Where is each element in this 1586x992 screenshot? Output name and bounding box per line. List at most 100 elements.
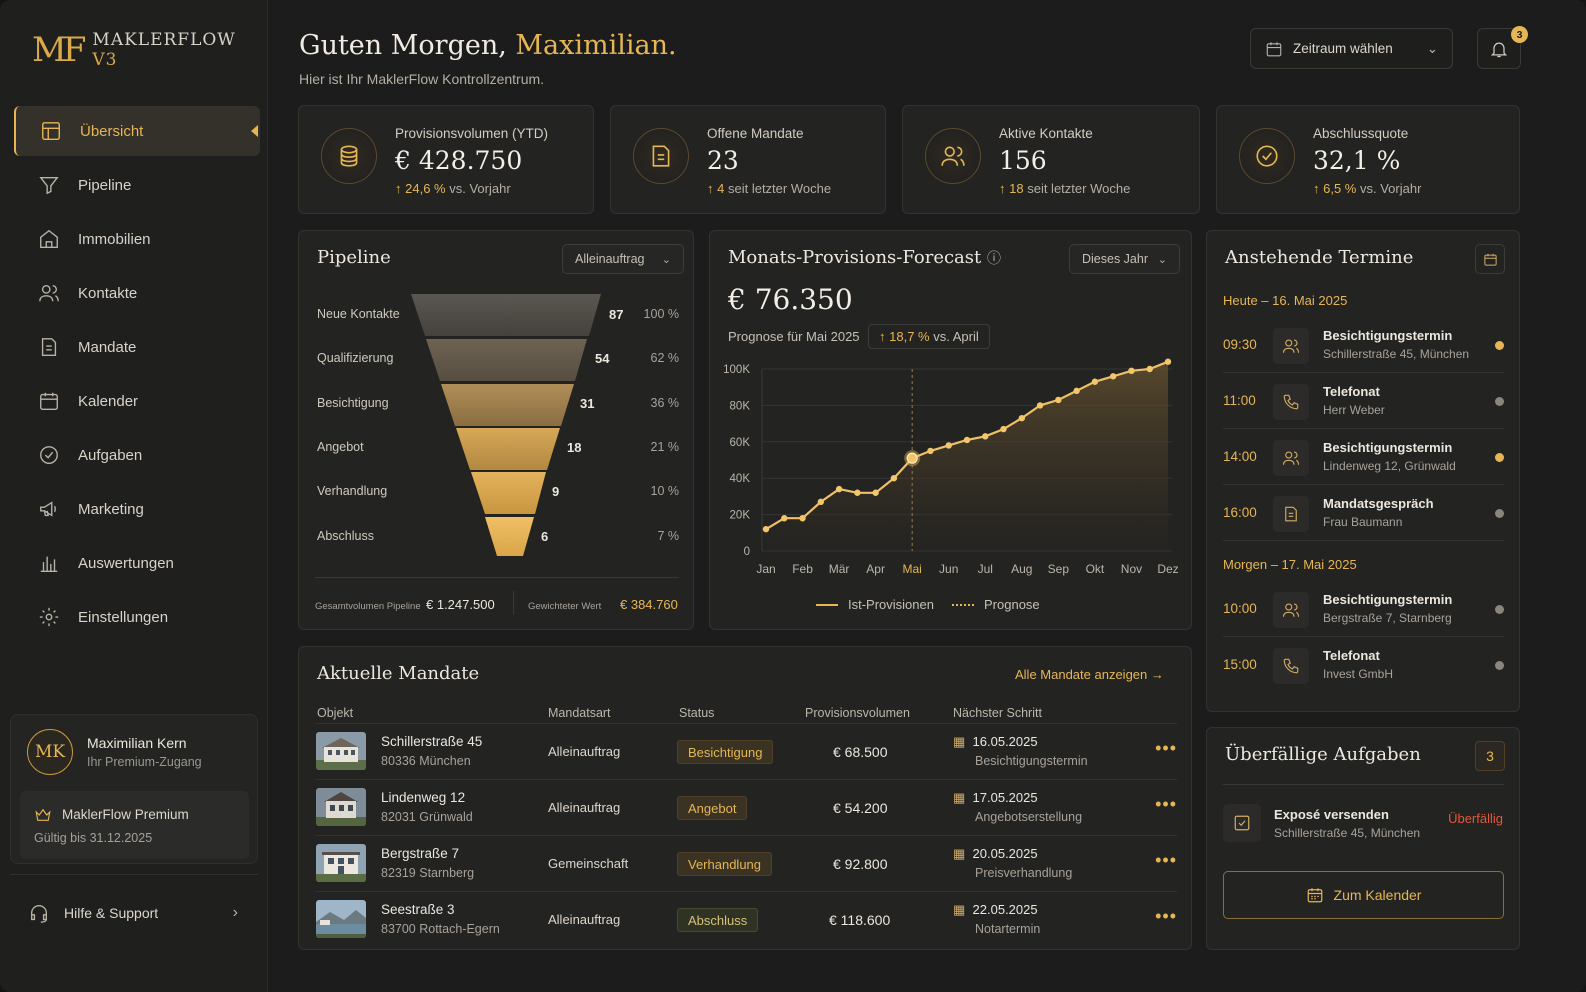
premium-box[interactable]: MaklerFlow Premium Gültig bis 31.12.2025 [20, 791, 249, 859]
info-icon[interactable]: ⓘ [986, 250, 1001, 266]
kpi-card-provision[interactable]: Provisionsvolumen (YTD) € 428.750 ↑ 24,6… [298, 105, 594, 214]
task-name[interactable]: Exposé versenden [1274, 807, 1389, 822]
y-tick-label: 60K [730, 437, 751, 449]
next-step: Preisverhandlung [975, 866, 1073, 880]
data-point[interactable] [1018, 414, 1026, 422]
pipeline-filter-dropdown[interactable]: Alleinauftrag ⌄ [562, 244, 684, 274]
data-point[interactable] [1091, 378, 1099, 385]
x-tick-label: Nov [1121, 562, 1142, 576]
termin-item[interactable]: 09:30 Besichtigungstermin Schillerstraße… [1223, 317, 1504, 373]
kpi-icon-wrap [321, 128, 377, 184]
contacts-icon [1282, 339, 1300, 353]
sidebar-item-pipeline[interactable]: Pipeline [14, 160, 260, 210]
sidebar-item-auswertungen[interactable]: Auswertungen [14, 538, 260, 588]
forecast-filter-dropdown[interactable]: Dieses Jahr ⌄ [1069, 244, 1180, 274]
data-point[interactable] [1055, 396, 1062, 404]
greeting-subtitle: Hier ist Ihr MaklerFlow Kontrollzentrum. [299, 71, 545, 87]
col-header[interactable]: Provisionsvolumen [805, 706, 910, 720]
more-icon[interactable]: ••• [1155, 794, 1177, 814]
coins-icon [340, 145, 358, 167]
termin-icon-wrap [1273, 592, 1309, 628]
funnel-stage-neue-kontakte[interactable] [411, 294, 601, 336]
more-icon[interactable]: ••• [1155, 738, 1177, 758]
forecast-title: Monats-Provisions-Forecast ⓘ [728, 247, 1001, 268]
kpi-card-mandate[interactable]: Offene Mandate 23 ↑ 4 seit letzter Woche [610, 105, 886, 214]
table-row[interactable]: Seestraße 3 83700 Rottach-Egern Alleinau… [315, 891, 1177, 947]
funnel-stage-abschluss[interactable] [485, 517, 534, 556]
termin-item[interactable]: 10:00 Besichtigungstermin Bergstraße 7, … [1223, 581, 1504, 637]
data-point[interactable] [781, 515, 788, 522]
task-icon-wrap[interactable] [1223, 804, 1261, 842]
col-header[interactable]: Nächster Schritt [953, 706, 1042, 720]
sidebar-item-immobilien[interactable]: Immobilien [14, 214, 260, 264]
contacts-icon [1282, 603, 1300, 617]
property-street: Seestraße 3 [381, 902, 455, 917]
data-point[interactable] [927, 447, 934, 455]
all-mandates-link[interactable]: Alle Mandate anzeigen → [1015, 667, 1164, 682]
termin-item[interactable]: 15:00 Telefonat Invest GmbH [1223, 637, 1504, 693]
data-point[interactable] [1128, 367, 1135, 375]
data-point[interactable] [872, 489, 879, 496]
user-card[interactable]: MK Maximilian Kern Ihr Premium-Zugang Ma… [10, 714, 258, 864]
termin-item[interactable]: 11:00 Telefonat Herr Weber [1223, 373, 1504, 429]
col-header[interactable]: Status [679, 706, 715, 720]
help-support-link[interactable]: Hilfe & Support › [10, 874, 258, 950]
data-point[interactable] [906, 452, 918, 464]
x-tick-label: Jun [939, 562, 958, 576]
data-point[interactable] [1146, 365, 1153, 373]
sidebar-item-marketing[interactable]: Marketing [14, 484, 260, 534]
funnel-stage-angebot[interactable] [456, 428, 560, 470]
sidebar-item-uebersicht[interactable]: Übersicht [14, 106, 260, 156]
status-dot [1495, 453, 1504, 462]
kpi-card-abschlussquote[interactable]: Abschlussquote 32,1 % ↑ 6,5 % vs. Vorjah… [1216, 105, 1520, 214]
sidebar-item-kontakte[interactable]: Kontakte [14, 268, 260, 318]
logo[interactable]: MF MAKLERFLOW V3 [32, 30, 267, 70]
more-icon[interactable]: ••• [1155, 850, 1177, 870]
to-calendar-button[interactable]: Zum Kalender [1223, 871, 1504, 919]
calendar-button[interactable] [1475, 244, 1505, 274]
data-point[interactable] [799, 515, 806, 522]
data-point[interactable] [1036, 402, 1044, 409]
sidebar-item-einstellungen[interactable]: Einstellungen [14, 592, 260, 642]
data-point[interactable] [835, 485, 843, 493]
data-point[interactable] [963, 436, 971, 444]
to-calendar-label: Zum Kalender [1333, 887, 1422, 903]
kpi-change: ↑ 18 seit letzter Woche [999, 181, 1131, 196]
sidebar-item-label: Marketing [78, 500, 144, 518]
table-row[interactable]: Lindenweg 12 82031 Grünwald Alleinauftra… [315, 779, 1177, 835]
termin-item[interactable]: 14:00 Besichtigungstermin Lindenweg 12, … [1223, 429, 1504, 485]
data-point[interactable] [854, 489, 861, 496]
termin-item[interactable]: 16:00 Mandatsgespräch Frau Baumann [1223, 485, 1504, 541]
sidebar-item-mandate[interactable]: Mandate [14, 322, 260, 372]
sidebar-item-kalender[interactable]: Kalender [14, 376, 260, 426]
data-point[interactable] [1109, 373, 1117, 380]
col-header[interactable]: Mandatsart [548, 706, 611, 720]
arrow-right-icon: → [1150, 667, 1164, 682]
chevron-down-icon: ⌄ [661, 253, 671, 266]
next-step: Angebotserstellung [975, 810, 1083, 824]
property-city: 82031 Grünwald [381, 810, 473, 824]
sidebar-item-aufgaben[interactable]: Aufgaben [14, 430, 260, 480]
kpi-card-kontakte[interactable]: Aktive Kontakte 156 ↑ 18 seit letzter Wo… [902, 105, 1200, 214]
funnel-value: 9 [552, 484, 560, 499]
funnel-icon [39, 176, 59, 195]
data-point[interactable] [890, 475, 898, 482]
table-row[interactable]: Bergstraße 7 82319 Starnberg Gemeinschaf… [315, 835, 1177, 891]
data-point[interactable] [1000, 425, 1007, 433]
data-point[interactable] [1073, 387, 1080, 395]
data-point[interactable] [982, 433, 989, 440]
data-point[interactable] [817, 498, 825, 506]
table-row[interactable]: Schillerstraße 45 80336 München Alleinau… [315, 723, 1177, 779]
data-point[interactable] [945, 442, 952, 449]
funnel-stage-verhandlung[interactable] [471, 472, 546, 514]
kpi-label: Abschlussquote [1313, 126, 1409, 141]
more-icon[interactable]: ••• [1155, 906, 1177, 926]
data-point[interactable] [762, 525, 770, 533]
funnel-stage-besichtigung[interactable] [441, 384, 574, 426]
data-point[interactable] [1164, 358, 1172, 365]
mandate-type: Alleinauftrag [548, 800, 621, 815]
termin-time: 15:00 [1223, 657, 1257, 672]
funnel-stage-qualifizierung[interactable] [426, 339, 587, 381]
period-select[interactable]: Zeitraum wählen ⌄ [1250, 28, 1453, 69]
col-header[interactable]: Objekt [317, 706, 354, 720]
